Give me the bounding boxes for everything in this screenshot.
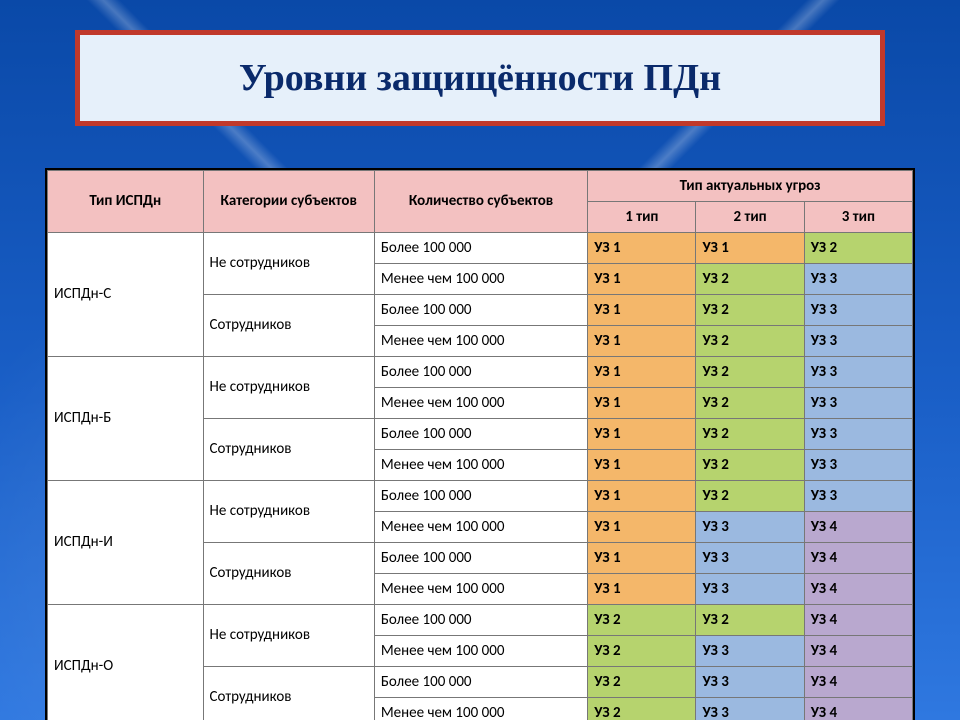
cell-count: Более 100 000 <box>374 357 587 388</box>
slide-title: Уровни защищённости ПДн <box>239 56 721 100</box>
cell-uz-1: УЗ 1 <box>588 264 696 295</box>
cell-category: Не сотрудников <box>203 481 374 543</box>
cell-uz-2: УЗ 2 <box>696 419 804 450</box>
slide-background: Уровни защищённости ПДн Тип ИСПДн Катего… <box>0 0 960 720</box>
cell-ispdn-type: ИСПДн-С <box>48 233 204 357</box>
cell-count: Менее чем 100 000 <box>374 264 587 295</box>
table-header: Тип ИСПДн Категории субъектов Количество… <box>48 171 913 233</box>
cell-uz-2: УЗ 3 <box>696 698 804 720</box>
cell-uz-3: УЗ 4 <box>804 698 912 720</box>
title-box: Уровни защищённости ПДн <box>75 30 885 126</box>
cell-uz-1: УЗ 1 <box>588 543 696 574</box>
cell-uz-2: УЗ 1 <box>696 233 804 264</box>
header-count: Количество субъектов <box>374 171 587 233</box>
header-threats: Тип актуальных угроз <box>588 171 913 202</box>
cell-uz-1: УЗ 1 <box>588 574 696 605</box>
cell-category: Не сотрудников <box>203 605 374 667</box>
cell-uz-1: УЗ 1 <box>588 233 696 264</box>
cell-count: Менее чем 100 000 <box>374 698 587 720</box>
cell-uz-3: УЗ 3 <box>804 295 912 326</box>
cell-uz-3: УЗ 4 <box>804 667 912 698</box>
cell-uz-2: УЗ 2 <box>696 388 804 419</box>
cell-uz-1: УЗ 1 <box>588 326 696 357</box>
cell-category: Сотрудников <box>203 419 374 481</box>
header-type3: 3 тип <box>804 202 912 233</box>
cell-uz-1: УЗ 1 <box>588 357 696 388</box>
cell-uz-1: УЗ 2 <box>588 636 696 667</box>
cell-count: Менее чем 100 000 <box>374 450 587 481</box>
cell-uz-2: УЗ 2 <box>696 357 804 388</box>
cell-uz-2: УЗ 3 <box>696 636 804 667</box>
cell-ispdn-type: ИСПДн-И <box>48 481 204 605</box>
cell-uz-3: УЗ 3 <box>804 326 912 357</box>
cell-category: Сотрудников <box>203 295 374 357</box>
protection-levels-table: Тип ИСПДн Категории субъектов Количество… <box>45 168 915 720</box>
cell-uz-3: УЗ 4 <box>804 543 912 574</box>
cell-count: Более 100 000 <box>374 481 587 512</box>
cell-ispdn-type: ИСПДн-О <box>48 605 204 720</box>
table-row: ИСПДн-ИНе сотрудниковБолее 100 000УЗ 1УЗ… <box>48 481 913 512</box>
cell-count: Более 100 000 <box>374 233 587 264</box>
cell-uz-1: УЗ 2 <box>588 667 696 698</box>
header-type1: 1 тип <box>588 202 696 233</box>
cell-ispdn-type: ИСПДн-Б <box>48 357 204 481</box>
cell-category: Сотрудников <box>203 543 374 605</box>
cell-uz-3: УЗ 3 <box>804 481 912 512</box>
cell-uz-2: УЗ 2 <box>696 295 804 326</box>
cell-uz-2: УЗ 3 <box>696 543 804 574</box>
cell-uz-3: УЗ 3 <box>804 357 912 388</box>
header-type2: 2 тип <box>696 202 804 233</box>
cell-uz-2: УЗ 3 <box>696 574 804 605</box>
cell-uz-1: УЗ 1 <box>588 419 696 450</box>
table-row: ИСПДн-ОНе сотрудниковБолее 100 000УЗ 2УЗ… <box>48 605 913 636</box>
cell-uz-3: УЗ 3 <box>804 419 912 450</box>
cell-count: Менее чем 100 000 <box>374 512 587 543</box>
cell-uz-1: УЗ 1 <box>588 388 696 419</box>
cell-category: Сотрудников <box>203 667 374 720</box>
cell-uz-3: УЗ 4 <box>804 605 912 636</box>
cell-uz-1: УЗ 2 <box>588 605 696 636</box>
cell-uz-1: УЗ 1 <box>588 450 696 481</box>
cell-uz-2: УЗ 2 <box>696 326 804 357</box>
cell-count: Менее чем 100 000 <box>374 326 587 357</box>
cell-uz-2: УЗ 2 <box>696 481 804 512</box>
header-type: Тип ИСПДн <box>48 171 204 233</box>
table-row: ИСПДн-СНе сотрудниковБолее 100 000УЗ 1УЗ… <box>48 233 913 264</box>
table-row: ИСПДн-БНе сотрудниковБолее 100 000УЗ 1УЗ… <box>48 357 913 388</box>
cell-count: Более 100 000 <box>374 419 587 450</box>
cell-uz-1: УЗ 1 <box>588 481 696 512</box>
table-body: ИСПДн-СНе сотрудниковБолее 100 000УЗ 1УЗ… <box>48 233 913 720</box>
cell-uz-3: УЗ 4 <box>804 574 912 605</box>
cell-uz-2: УЗ 2 <box>696 605 804 636</box>
cell-count: Более 100 000 <box>374 605 587 636</box>
cell-uz-2: УЗ 3 <box>696 667 804 698</box>
cell-count: Менее чем 100 000 <box>374 574 587 605</box>
cell-uz-3: УЗ 4 <box>804 512 912 543</box>
cell-uz-1: УЗ 1 <box>588 295 696 326</box>
cell-uz-2: УЗ 2 <box>696 264 804 295</box>
cell-category: Не сотрудников <box>203 233 374 295</box>
cell-uz-2: УЗ 2 <box>696 450 804 481</box>
cell-category: Не сотрудников <box>203 357 374 419</box>
cell-uz-3: УЗ 2 <box>804 233 912 264</box>
cell-count: Более 100 000 <box>374 667 587 698</box>
cell-count: Более 100 000 <box>374 543 587 574</box>
cell-uz-2: УЗ 3 <box>696 512 804 543</box>
cell-count: Менее чем 100 000 <box>374 388 587 419</box>
cell-uz-3: УЗ 4 <box>804 636 912 667</box>
cell-count: Менее чем 100 000 <box>374 636 587 667</box>
cell-uz-1: УЗ 1 <box>588 512 696 543</box>
cell-uz-3: УЗ 3 <box>804 388 912 419</box>
cell-uz-3: УЗ 3 <box>804 450 912 481</box>
header-category: Категории субъектов <box>203 171 374 233</box>
cell-uz-1: УЗ 2 <box>588 698 696 720</box>
cell-count: Более 100 000 <box>374 295 587 326</box>
cell-uz-3: УЗ 3 <box>804 264 912 295</box>
